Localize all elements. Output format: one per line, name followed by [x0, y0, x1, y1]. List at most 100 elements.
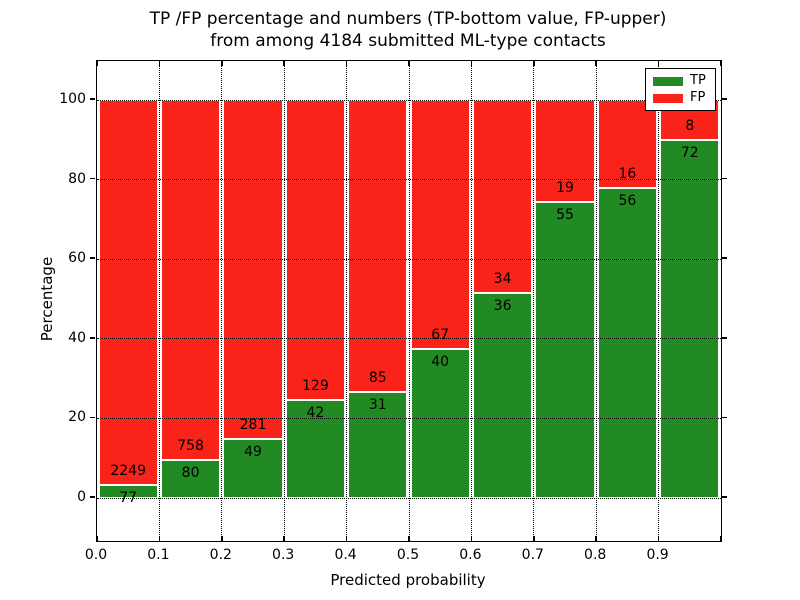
bar-label-fp: 19: [556, 180, 574, 197]
x-tick-label: 0.1: [147, 547, 170, 563]
y-tick-right: [721, 177, 727, 180]
bar-label-tp: 77: [119, 489, 138, 506]
bar-label-fp: 8: [685, 117, 695, 134]
bar-tp-segment: [597, 188, 658, 498]
y-tick-label: 60: [68, 250, 86, 267]
v-gridline: [533, 61, 535, 541]
bar-label-tp: 56: [618, 193, 637, 210]
y-tick-label: 40: [68, 329, 86, 346]
legend-item-fp: FP: [653, 91, 708, 105]
x-tick-top: [657, 61, 660, 66]
x-tick: [283, 536, 285, 541]
bar-label-tp: 55: [556, 207, 574, 224]
h-gridline: [97, 497, 721, 499]
x-tick-label: 0.0: [84, 547, 108, 563]
bar-tp-segment: [285, 400, 346, 498]
y-tick: [89, 257, 95, 259]
chart-title: TP /FP percentage and numbers (TP-bottom…: [96, 8, 720, 52]
x-tick-top: [533, 61, 535, 66]
x-tick-top: [283, 61, 285, 66]
chart-title-line1: TP /FP percentage and numbers (TP-bottom…: [149, 9, 667, 29]
v-gridline: [158, 61, 160, 541]
x-tick: [720, 536, 722, 541]
x-tick-label: 0.3: [272, 547, 295, 563]
bar-fp-segment: [285, 100, 346, 401]
bar-label-tp: 49: [244, 443, 262, 460]
bar-label-tp: 72: [680, 144, 699, 161]
x-tick-label: 0.2: [209, 547, 232, 563]
v-gridline: [283, 61, 285, 541]
bar-label-fp: 2249: [110, 462, 147, 479]
y-tick: [89, 416, 95, 419]
bar-fp-segment: [223, 100, 283, 439]
x-tick-top: [720, 61, 722, 66]
h-gridline: [97, 179, 721, 181]
y-tick-right: [721, 257, 727, 259]
h-gridline: [97, 338, 721, 340]
bar-tp-segment: [472, 293, 533, 498]
y-tick-label: 0: [77, 489, 86, 505]
y-tick: [89, 337, 95, 339]
bar-tp-segment: [535, 202, 595, 498]
bar-fp-segment: [472, 100, 533, 294]
y-tick-right: [721, 337, 727, 339]
bar-tp-segment: [410, 349, 470, 498]
x-tick-label: 0.9: [646, 547, 669, 563]
bar-label-tp: 80: [181, 465, 200, 482]
y-tick-label: 100: [59, 91, 86, 107]
h-gridline: [97, 258, 721, 260]
x-axis-label: Predicted probability: [330, 571, 486, 589]
bar-fp-segment: [98, 100, 158, 485]
x-tick-label: 0.8: [584, 547, 607, 563]
bar-tp-segment: [348, 391, 408, 498]
v-gridline: [408, 61, 410, 541]
bar-tp-segment: [660, 139, 720, 498]
bar-label-fp: 758: [177, 438, 204, 455]
x-tick: [408, 536, 410, 541]
v-gridline: [658, 61, 660, 541]
fp-color-swatch: [653, 93, 683, 103]
y-tick: [89, 177, 95, 180]
bar-label-fp: 67: [431, 327, 450, 344]
y-tick-right: [721, 98, 727, 100]
x-tick-top: [470, 61, 473, 66]
x-tick-label: 0.6: [459, 547, 482, 563]
v-gridline: [470, 61, 472, 541]
x-tick-label: 0.7: [521, 547, 544, 563]
v-gridline: [595, 61, 597, 541]
bar-label-tp: 36: [493, 298, 512, 315]
h-gridline: [97, 417, 721, 419]
bar-fp-segment: [535, 100, 595, 203]
x-tick-top: [158, 61, 161, 66]
plot-area: 2249 77 758 80 281 49 129 42 85 31 67 40 34 36 19 55 16 5…: [96, 60, 722, 542]
y-tick-label: 20: [68, 409, 86, 426]
bar-tp-segment: [160, 460, 221, 498]
x-tick: [345, 536, 348, 541]
legend: TP FP: [645, 68, 716, 111]
v-gridline: [346, 61, 348, 541]
bar-fp-segment: [348, 100, 408, 392]
bar-label-tp: 42: [306, 405, 325, 422]
bar-label-fp: 281: [239, 416, 267, 433]
bar-tp-segment: [223, 438, 283, 498]
chart-title-line2: from among 4184 submitted ML-type contac…: [210, 31, 606, 51]
x-tick-top: [345, 61, 348, 66]
x-tick-top: [408, 61, 410, 66]
y-tick-right: [721, 416, 727, 419]
legend-label-tp: TP: [690, 73, 706, 88]
y-tick: [89, 98, 95, 100]
x-tick-label: 0.5: [396, 547, 420, 563]
bar-label-fp: 16: [618, 166, 637, 183]
bar-label-fp: 129: [302, 378, 329, 395]
bar-label-fp: 85: [368, 369, 387, 386]
bar-label-tp: 40: [431, 354, 450, 371]
y-tick-right: [721, 496, 727, 498]
legend-label-fp: FP: [690, 90, 706, 105]
y-axis-label: Percentage: [38, 256, 56, 342]
x-tick-top: [96, 61, 98, 66]
bar-fp-segment: [410, 100, 470, 350]
x-tick: [158, 536, 161, 541]
x-tick: [657, 536, 660, 541]
bar-fp-segment: [160, 100, 221, 460]
